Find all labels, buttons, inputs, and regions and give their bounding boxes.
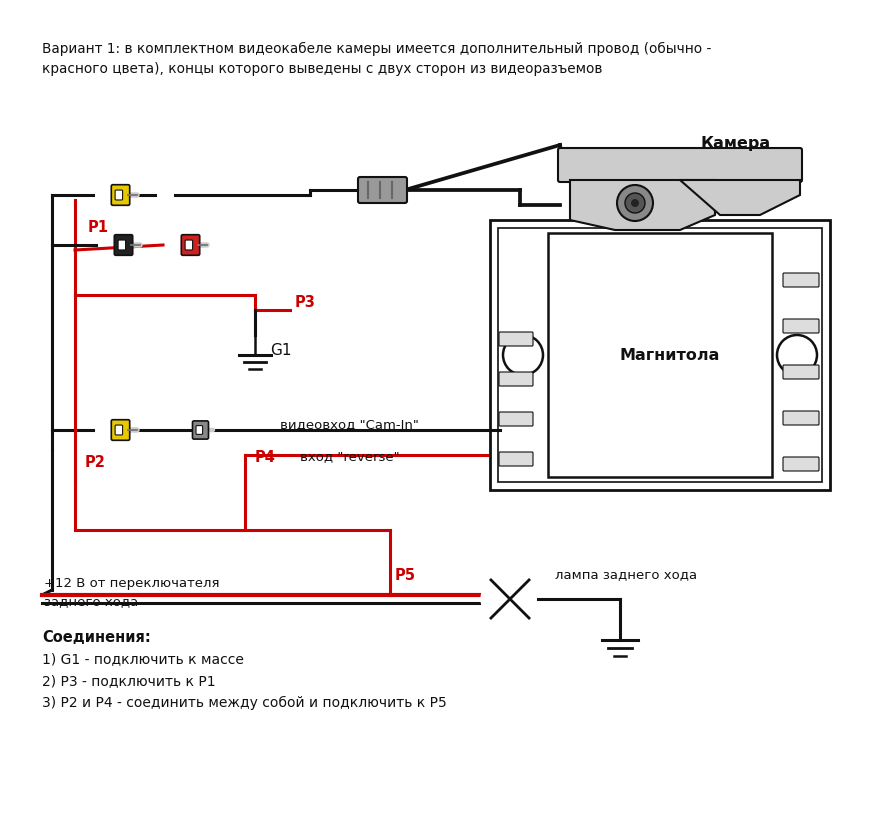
- FancyBboxPatch shape: [783, 457, 819, 471]
- Circle shape: [617, 185, 653, 221]
- FancyBboxPatch shape: [181, 235, 200, 255]
- Circle shape: [777, 335, 817, 375]
- Text: P1: P1: [88, 220, 109, 235]
- Circle shape: [482, 571, 538, 627]
- FancyBboxPatch shape: [118, 240, 126, 250]
- Circle shape: [631, 199, 639, 207]
- FancyBboxPatch shape: [499, 412, 533, 426]
- FancyBboxPatch shape: [499, 372, 533, 386]
- FancyBboxPatch shape: [111, 420, 130, 440]
- Text: P3: P3: [295, 295, 316, 310]
- FancyBboxPatch shape: [115, 190, 123, 200]
- Text: P5: P5: [395, 568, 416, 583]
- Text: Камера: Камера: [700, 136, 770, 151]
- Text: +12 В от переключателя: +12 В от переключателя: [44, 577, 219, 590]
- Circle shape: [625, 193, 645, 213]
- FancyBboxPatch shape: [114, 235, 133, 255]
- Polygon shape: [498, 228, 822, 482]
- Text: Вариант 1: в комплектном видеокабеле камеры имеется дополнительный провод (обычн: Вариант 1: в комплектном видеокабеле кам…: [42, 42, 712, 56]
- Text: 3) Р2 и Р4 - соединить между собой и подключить к Р5: 3) Р2 и Р4 - соединить между собой и под…: [42, 696, 446, 710]
- FancyBboxPatch shape: [193, 421, 209, 439]
- Polygon shape: [570, 180, 715, 230]
- Text: красного цвета), концы которого выведены с двух сторон из видеоразъемов: красного цвета), концы которого выведены…: [42, 62, 602, 76]
- Text: Соединения:: Соединения:: [42, 630, 151, 645]
- FancyBboxPatch shape: [783, 273, 819, 287]
- Text: лампа заднего хода: лампа заднего хода: [555, 568, 697, 581]
- Polygon shape: [490, 220, 830, 490]
- Text: Магнитола: Магнитола: [620, 347, 720, 363]
- FancyBboxPatch shape: [499, 452, 533, 466]
- FancyBboxPatch shape: [196, 425, 202, 434]
- Text: 2) Р3 - подключить к Р1: 2) Р3 - подключить к Р1: [42, 674, 216, 688]
- FancyBboxPatch shape: [185, 240, 193, 250]
- Polygon shape: [680, 180, 800, 215]
- FancyBboxPatch shape: [783, 411, 819, 425]
- Text: видеовход "Cam-In": видеовход "Cam-In": [280, 418, 419, 431]
- FancyBboxPatch shape: [558, 148, 802, 182]
- Text: 1) G1 - подключить к массе: 1) G1 - подключить к массе: [42, 652, 244, 666]
- FancyBboxPatch shape: [115, 425, 123, 435]
- FancyBboxPatch shape: [358, 177, 407, 203]
- Text: вход "reverse": вход "reverse": [300, 450, 400, 463]
- FancyBboxPatch shape: [783, 365, 819, 379]
- FancyBboxPatch shape: [111, 185, 130, 205]
- Text: заднего хода: заднего хода: [44, 595, 138, 608]
- FancyBboxPatch shape: [499, 332, 533, 346]
- FancyBboxPatch shape: [783, 319, 819, 333]
- Text: P2: P2: [85, 455, 106, 470]
- Text: G1: G1: [270, 342, 292, 357]
- Circle shape: [503, 335, 543, 375]
- Polygon shape: [548, 233, 772, 477]
- Text: P4: P4: [255, 450, 276, 465]
